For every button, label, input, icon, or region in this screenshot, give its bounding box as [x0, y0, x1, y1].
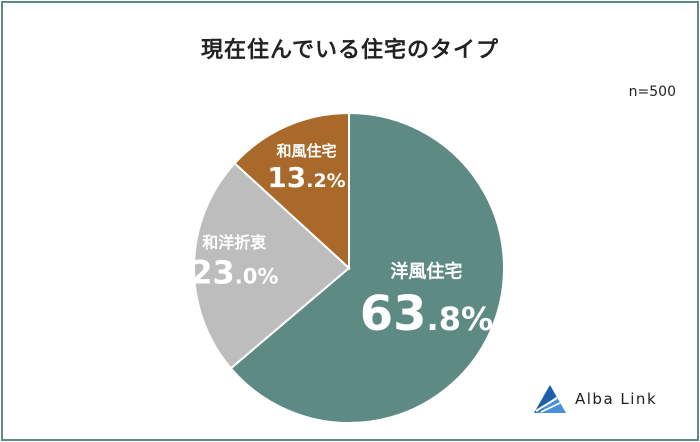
slice-western — [229, 111, 505, 424]
alba-link-triangle-logo-icon — [534, 385, 566, 413]
slice-label-0: 洋風住宅 — [390, 260, 462, 282]
sample-size-label: n=500 — [628, 84, 676, 100]
slice-value-1: 23.0% — [190, 253, 278, 291]
chart-title: 現在住んでいる住宅のタイプ — [201, 38, 499, 63]
slice-label-2: 和風住宅 — [276, 142, 336, 160]
slice-value-0: 63.8% — [360, 286, 493, 342]
logo-text: Alba Link — [575, 390, 658, 408]
slice-label-1: 和洋折衷 — [202, 233, 266, 252]
slice-japanese — [233, 111, 350, 271]
alba-link-logo: Alba Link — [533, 384, 657, 414]
slice-mixed — [193, 161, 351, 370]
slice-value-2: 13.2% — [267, 161, 345, 194]
